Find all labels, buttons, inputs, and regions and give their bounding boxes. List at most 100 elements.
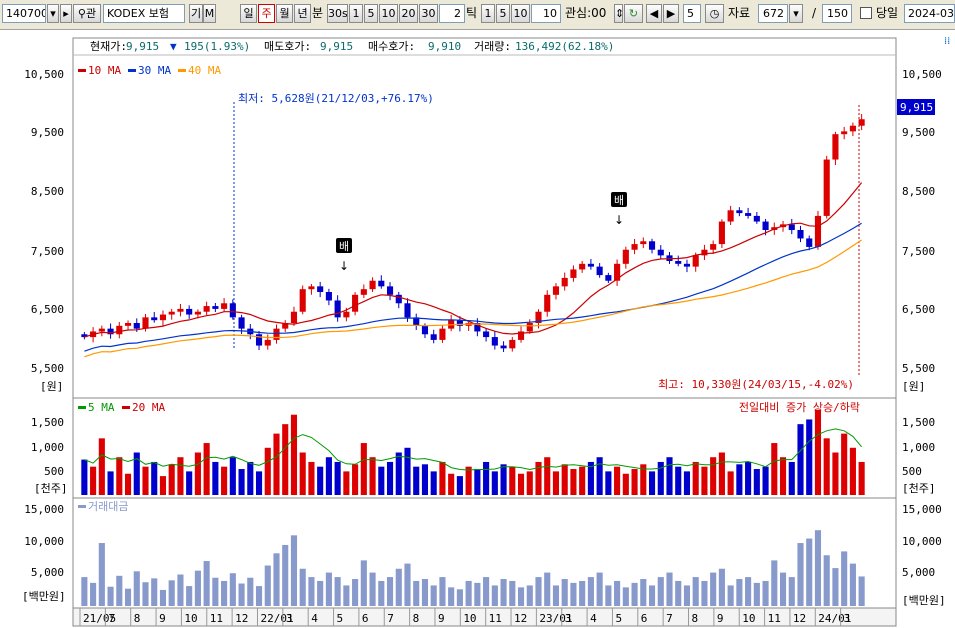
current-price-tag-text: 9,915 xyxy=(900,101,933,114)
stock-chart[interactable]: 현재가: 9,915 ▼ 195(1.93%) 매도호가: 9,915 매수호가… xyxy=(0,30,955,628)
x-axis-label: 3 xyxy=(286,612,293,625)
period-5-button[interactable]: 5 xyxy=(364,4,378,23)
candle-body xyxy=(483,331,490,338)
candle-body xyxy=(727,210,734,222)
next-arrow-button[interactable]: ▸ xyxy=(60,4,72,23)
candle-body xyxy=(186,308,193,315)
candle-body xyxy=(317,286,324,292)
candle-body xyxy=(797,230,804,239)
tick-1-button[interactable]: 1 xyxy=(481,4,495,23)
volume-bar xyxy=(727,471,734,495)
clock-button[interactable]: ◷ xyxy=(705,4,724,23)
signal-marker-2[interactable]: 배 ↓ xyxy=(611,192,627,227)
price-tick-right: 6,500 xyxy=(902,303,935,316)
volume-bars xyxy=(81,410,865,495)
signal-text: 배 xyxy=(339,240,349,253)
tick-input[interactable]: 2 xyxy=(439,4,465,23)
price-tick-right: 10,500 xyxy=(902,68,942,81)
volume-tick-left: 1,000 xyxy=(31,441,64,454)
data-total-input[interactable]: 150 xyxy=(822,4,852,23)
period-day-button[interactable]: 일 xyxy=(240,4,257,23)
tick-10-button[interactable]: 10 xyxy=(511,4,530,23)
candle-body xyxy=(360,289,367,295)
play-left-icon: ◀ xyxy=(649,7,659,20)
volume-tick-right: 1,500 xyxy=(902,416,935,429)
amount-tick-left: 15,000 xyxy=(24,503,64,516)
amount-bar xyxy=(395,568,402,606)
tick-count-input[interactable]: 10 xyxy=(531,4,561,23)
period-30s-button[interactable]: 30s xyxy=(327,4,348,23)
volume-bar xyxy=(124,473,132,495)
play-prev-button[interactable]: ◀ xyxy=(646,4,662,23)
amount-bar xyxy=(186,586,193,606)
amount-legend-swatch xyxy=(78,505,86,508)
period-month-button[interactable]: 월 xyxy=(276,4,293,23)
date-input[interactable]: 2024-03- xyxy=(904,4,955,23)
period-year-button[interactable]: 년 xyxy=(294,4,311,23)
candle-body xyxy=(692,255,699,267)
candle-body xyxy=(264,339,271,346)
ma30-legend: 30 MA xyxy=(138,64,171,77)
volume-bar xyxy=(238,469,245,495)
today-checkbox[interactable] xyxy=(860,7,872,19)
stock-code-input[interactable]: 140700 xyxy=(2,4,46,23)
current-price-value: 9,915 xyxy=(126,40,159,53)
amount-bar xyxy=(858,576,865,606)
candle-body xyxy=(683,263,691,267)
amount-bar xyxy=(552,585,560,606)
volume-bar xyxy=(561,464,568,495)
candle-body xyxy=(334,300,341,318)
signal-marker-1[interactable]: 배 ↓ xyxy=(336,238,352,273)
period-1-button[interactable]: 1 xyxy=(349,4,363,23)
period-30-button[interactable]: 30 xyxy=(419,4,438,23)
search-label: 관 xyxy=(85,7,97,20)
price-panel xyxy=(72,37,897,399)
candle-body xyxy=(177,308,184,312)
price-tick-left: 5,500 xyxy=(31,362,64,375)
candle-body xyxy=(369,280,376,290)
volume-bar xyxy=(81,459,88,495)
amount-bar xyxy=(710,572,717,606)
tick-5-button[interactable]: 5 xyxy=(496,4,510,23)
candle-body xyxy=(596,266,603,276)
stock-name-field[interactable]: KODEX 보험 xyxy=(103,4,185,23)
period-week-button[interactable]: 주 xyxy=(258,4,275,23)
volume-bar xyxy=(273,433,280,495)
volume-bar xyxy=(264,447,271,495)
x-axis-label: 24/01 xyxy=(818,612,851,625)
amount-bar xyxy=(221,580,228,606)
x-axis-label: 8 xyxy=(413,612,420,625)
amount-bar xyxy=(727,585,734,606)
volume-bar xyxy=(404,447,411,495)
code-dropdown-button[interactable]: ▾ xyxy=(47,4,59,23)
amount-bar xyxy=(806,538,813,606)
volume-bar xyxy=(299,452,306,495)
volume-bar xyxy=(343,471,350,495)
price-tick-right: 7,500 xyxy=(902,245,935,258)
volume-bar xyxy=(710,457,717,495)
period-20-button[interactable]: 20 xyxy=(399,4,418,23)
m-button[interactable]: M xyxy=(203,4,216,23)
refresh-button[interactable]: ↻ xyxy=(624,4,643,23)
volume-bar xyxy=(107,471,114,495)
step-count-input[interactable]: 5 xyxy=(683,4,701,23)
volume-bar xyxy=(221,466,228,495)
play-next-button[interactable]: ▶ xyxy=(663,4,679,23)
x-axis-label: 6 xyxy=(641,612,648,625)
volume-bar xyxy=(116,457,123,495)
period-10-button[interactable]: 10 xyxy=(379,4,398,23)
volume-bar xyxy=(369,457,376,495)
data-count-dropdown[interactable]: ▾ xyxy=(789,4,803,23)
x-axis-label: 11 xyxy=(768,612,781,625)
chart-area[interactable]: 현재가: 9,915 ▼ 195(1.93%) 매도호가: 9,915 매수호가… xyxy=(0,30,955,628)
volume-right-legend: 전일대비 증가 상승/하락 xyxy=(739,400,860,414)
search-button[interactable]: ⚲관 xyxy=(73,4,101,23)
x-axis-label: 6 xyxy=(362,612,369,625)
watch-spin-button[interactable]: ⇕ xyxy=(614,4,623,23)
price-tick-left: 7,500 xyxy=(31,245,64,258)
data-count-input[interactable]: 672 xyxy=(758,4,788,23)
gi-button[interactable]: 기 xyxy=(189,4,203,23)
amount-bar xyxy=(797,543,804,606)
amount-bar xyxy=(474,582,481,606)
corner-toggle-icon[interactable]: ⁞⁞ xyxy=(944,36,951,47)
